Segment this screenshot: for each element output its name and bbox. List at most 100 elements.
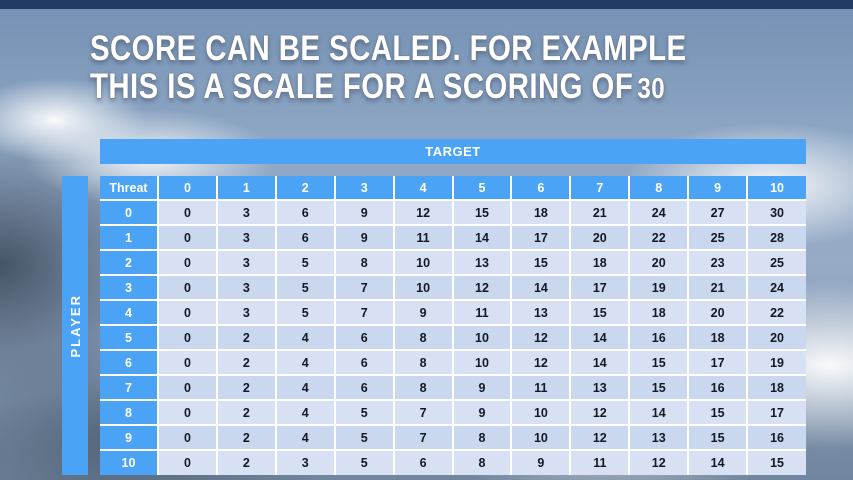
target-column-header: 6 (511, 176, 572, 201)
title-line-1: SCORE CAN BE SCALED. FOR EXAMPLE (90, 29, 687, 68)
table-row: 0 0 3 6 9 12 15 18 21 24 27 30 (100, 200, 806, 226)
table-row: 3 0 3 5 7 10 12 14 17 19 21 24 (100, 275, 806, 301)
score-cell: 0 (158, 425, 218, 451)
score-cell: 15 (452, 200, 513, 226)
score-cell: 28 (747, 225, 806, 251)
score-cell: 14 (511, 275, 572, 301)
score-cell: 9 (452, 375, 513, 401)
score-cell: 3 (216, 225, 277, 251)
score-cell: 8 (393, 325, 454, 351)
threat-row-header: 6 (100, 350, 159, 376)
score-cell: 5 (334, 450, 395, 475)
score-cell: 15 (629, 350, 690, 376)
score-cell: 0 (158, 350, 218, 376)
score-cell: 4 (275, 325, 336, 351)
score-cell: 7 (334, 275, 395, 301)
score-cell: 9 (511, 450, 572, 475)
score-cell: 14 (570, 325, 631, 351)
score-cell: 14 (570, 350, 631, 376)
score-cell: 27 (688, 200, 749, 226)
score-cell: 6 (334, 350, 395, 376)
threat-row-header: 10 (100, 450, 159, 475)
score-cell: 16 (688, 375, 749, 401)
score-cell: 0 (158, 250, 218, 276)
score-cell: 15 (688, 425, 749, 451)
score-cell: 14 (452, 225, 513, 251)
score-cell: 9 (452, 400, 513, 426)
score-cell: 3 (275, 450, 336, 475)
threat-row-header: 9 (100, 425, 159, 451)
table-row: 1 0 3 6 9 11 14 17 20 22 25 28 (100, 225, 806, 251)
score-cell: 18 (570, 250, 631, 276)
score-cell: 11 (570, 450, 631, 475)
score-cell: 19 (629, 275, 690, 301)
score-cell: 12 (629, 450, 690, 475)
score-table: Threat 0 1 2 3 4 5 6 7 8 9 10 0 0 3 6 9 12 15 18 21 24 27 30 1… (100, 176, 806, 475)
target-column-header: 4 (393, 176, 454, 201)
score-cell: 3 (216, 300, 277, 326)
score-cell: 21 (570, 200, 631, 226)
target-column-header: 1 (216, 176, 277, 201)
score-cell: 22 (747, 300, 806, 326)
score-cell: 10 (452, 325, 513, 351)
threat-row-header: 3 (100, 275, 159, 301)
score-cell: 24 (629, 200, 690, 226)
score-cell: 3 (216, 200, 277, 226)
score-cell: 14 (688, 450, 749, 475)
score-cell: 18 (629, 300, 690, 326)
score-cell: 5 (334, 425, 395, 451)
score-cell: 0 (158, 375, 218, 401)
score-cell: 9 (393, 300, 454, 326)
score-cell: 9 (334, 225, 395, 251)
threat-corner-header: Threat (100, 176, 159, 201)
score-cell: 4 (275, 400, 336, 426)
score-cell: 20 (629, 250, 690, 276)
target-column-header: 5 (452, 176, 513, 201)
score-cell: 0 (158, 325, 218, 351)
player-axis-label: PLAYER (67, 293, 83, 358)
score-cell: 12 (511, 350, 572, 376)
score-cell: 15 (747, 450, 806, 475)
score-cell: 6 (275, 200, 336, 226)
score-cell: 12 (393, 200, 454, 226)
target-column-header: 9 (688, 176, 749, 201)
player-axis-header: PLAYER (62, 176, 88, 475)
score-cell: 18 (747, 375, 806, 401)
threat-row-header: 1 (100, 225, 159, 251)
score-cell: 10 (393, 250, 454, 276)
score-cell: 5 (334, 400, 395, 426)
target-axis-header: TARGET (100, 139, 806, 164)
score-cell: 20 (688, 300, 749, 326)
score-cell: 3 (216, 250, 277, 276)
score-cell: 4 (275, 350, 336, 376)
score-cell: 9 (334, 200, 395, 226)
score-cell: 5 (275, 250, 336, 276)
score-cell: 15 (511, 250, 572, 276)
score-cell: 20 (570, 225, 631, 251)
column-header-row: Threat 0 1 2 3 4 5 6 7 8 9 10 (100, 176, 806, 201)
score-cell: 8 (393, 375, 454, 401)
table-row: 9 0 2 4 5 7 8 10 12 13 15 16 (100, 425, 806, 451)
threat-row-header: 5 (100, 325, 159, 351)
score-cell: 11 (393, 225, 454, 251)
score-cell: 2 (216, 450, 277, 475)
slide-title: SCORE CAN BE SCALED. FOR EXAMPLE THIS IS… (90, 30, 687, 106)
score-cell: 6 (275, 225, 336, 251)
threat-row-header: 7 (100, 375, 159, 401)
score-cell: 16 (629, 325, 690, 351)
score-cell: 0 (158, 300, 218, 326)
score-cell: 0 (158, 450, 218, 475)
score-cell: 2 (216, 375, 277, 401)
score-cell: 20 (747, 325, 806, 351)
score-cell: 30 (747, 200, 806, 226)
score-cell: 17 (747, 400, 806, 426)
score-cell: 13 (452, 250, 513, 276)
score-cell: 12 (570, 400, 631, 426)
score-cell: 12 (511, 325, 572, 351)
score-cell: 6 (393, 450, 454, 475)
score-cell: 2 (216, 400, 277, 426)
score-cell: 10 (511, 425, 572, 451)
target-column-header: 3 (334, 176, 395, 201)
score-cell: 11 (511, 375, 572, 401)
